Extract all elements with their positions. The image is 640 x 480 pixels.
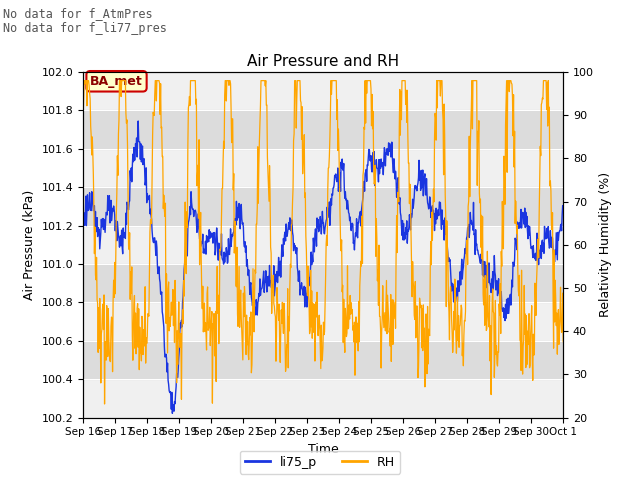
li75_p <box>132 141 140 146</box>
X-axis label: Time: Time <box>308 443 339 456</box>
Bar <box>83 110 563 149</box>
li75_p <box>168 410 176 416</box>
li75_p <box>205 227 213 233</box>
Title: Air Pressure and RH: Air Pressure and RH <box>247 54 399 70</box>
RH <box>81 78 88 84</box>
RH <box>442 213 449 219</box>
li75_p <box>134 118 142 124</box>
RH <box>205 323 213 328</box>
RH <box>422 311 430 317</box>
RH <box>132 341 140 347</box>
li75_p <box>559 208 567 214</box>
Y-axis label: Air Pressure (kPa): Air Pressure (kPa) <box>23 190 36 300</box>
li75_p <box>79 229 87 235</box>
Text: No data for f_li77_pres: No data for f_li77_pres <box>3 22 167 35</box>
RH <box>100 401 108 407</box>
Line: RH: RH <box>83 81 563 404</box>
Line: li75_p: li75_p <box>83 121 563 413</box>
li75_p <box>422 192 430 198</box>
Bar <box>83 187 563 226</box>
Text: No data for f_AtmPres: No data for f_AtmPres <box>3 7 153 20</box>
RH <box>559 339 567 345</box>
li75_p <box>442 231 449 237</box>
RH <box>285 328 293 334</box>
li75_p <box>285 227 293 232</box>
RH <box>79 109 87 115</box>
Legend: li75_p, RH: li75_p, RH <box>240 451 400 474</box>
Bar <box>83 264 563 302</box>
Text: BA_met: BA_met <box>90 75 143 88</box>
Bar <box>83 341 563 379</box>
Y-axis label: Relativity Humidity (%): Relativity Humidity (%) <box>600 172 612 317</box>
li75_p <box>495 276 502 282</box>
RH <box>495 349 502 355</box>
